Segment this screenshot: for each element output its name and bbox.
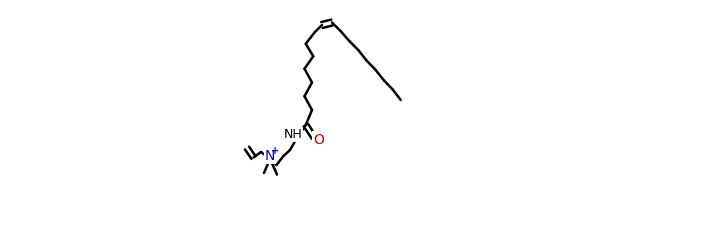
Text: N: N	[265, 149, 275, 163]
Text: O: O	[313, 132, 324, 146]
Text: +: +	[272, 146, 279, 156]
Text: NH: NH	[284, 128, 302, 141]
